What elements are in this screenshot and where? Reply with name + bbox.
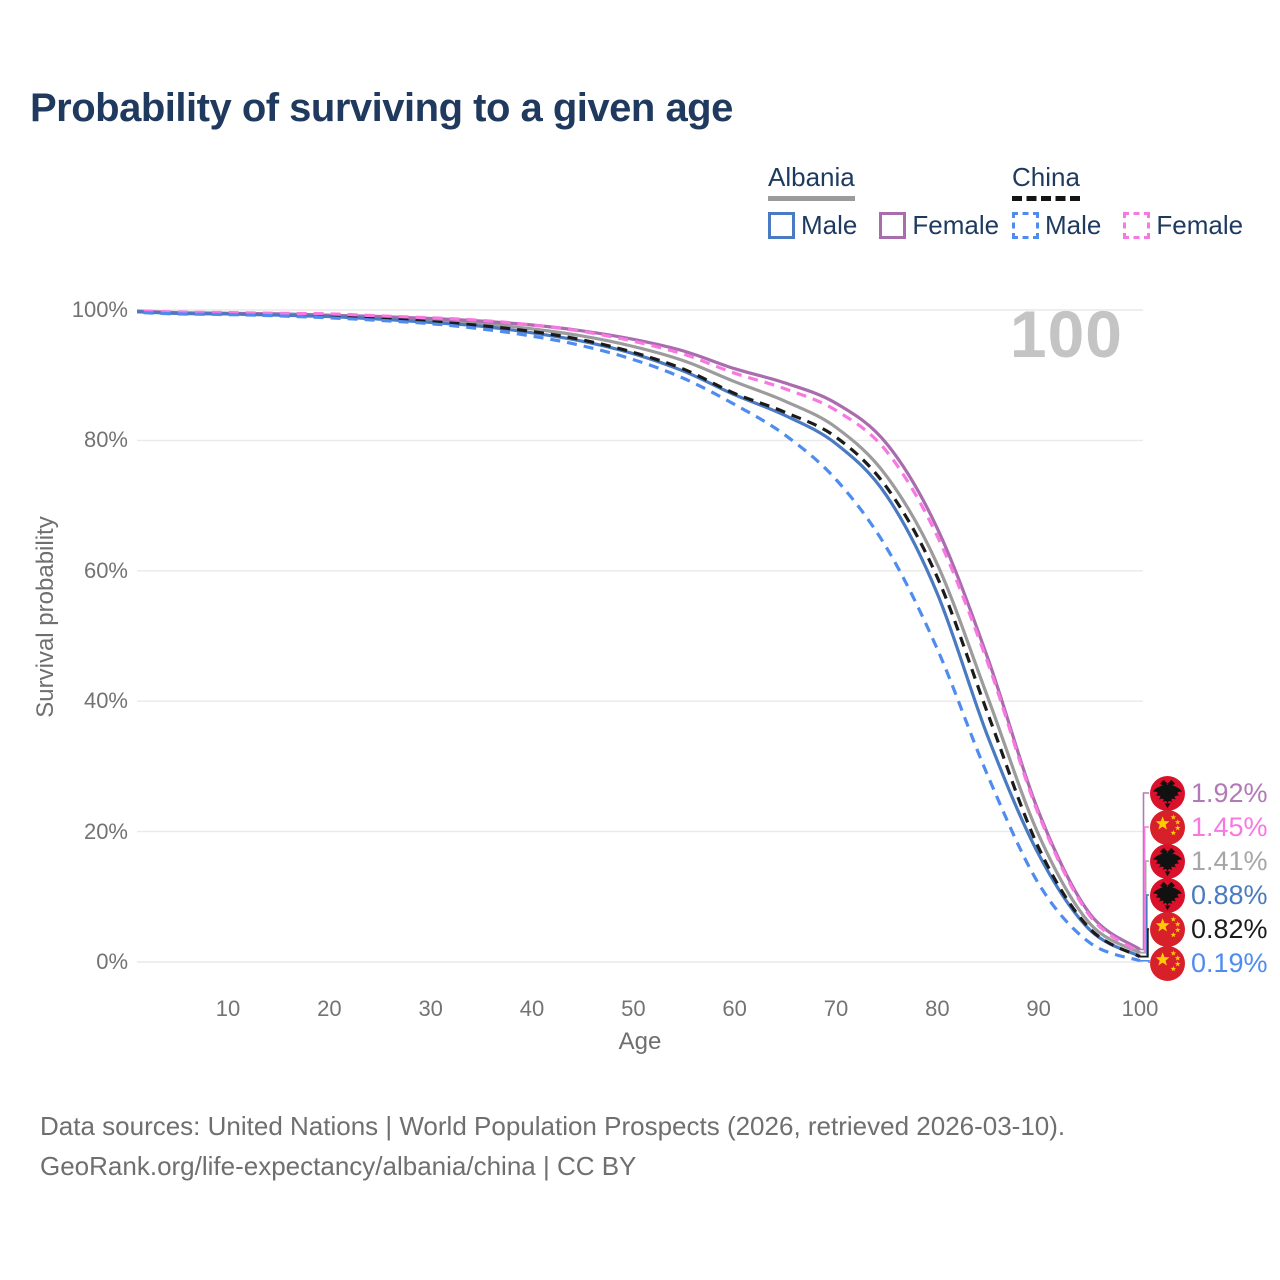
china-flag-icon <box>1150 945 1185 981</box>
end-label-row: 0.19% <box>1150 945 1268 981</box>
end-label-value: 0.88% <box>1191 879 1268 910</box>
x-tick-label: 80 <box>925 996 950 1021</box>
series-lines <box>137 309 1141 963</box>
end-label-value: 1.41% <box>1191 845 1268 876</box>
legend-item-label: Male <box>1045 210 1102 240</box>
legend-item-china-male[interactable]: Male <box>1012 210 1101 241</box>
end-label-connector <box>1140 959 1150 963</box>
chart-title: Probability of surviving to a given age <box>30 86 733 130</box>
china-flag-icon <box>1150 911 1185 947</box>
legend-swatch-icon <box>768 212 795 239</box>
x-tick-label: 20 <box>317 996 342 1021</box>
x-tick-label: 70 <box>823 996 849 1021</box>
end-label-value: 0.82% <box>1191 913 1268 944</box>
y-tick-label: 80% <box>83 427 128 453</box>
end-label-connector <box>1140 928 1149 958</box>
legend-item-label: Female <box>1156 210 1244 240</box>
end-label-row: 1.45% <box>1150 809 1268 845</box>
legend-item-albania-male[interactable]: Male <box>768 210 857 241</box>
footer-attribution: GeoRank.org/life-expectancy/albania/chin… <box>40 1151 637 1181</box>
albania-flag-icon <box>1150 877 1185 913</box>
series-line-albania-male <box>137 310 1141 958</box>
x-tick-label: 40 <box>519 996 545 1021</box>
legend-swatch-icon <box>1123 212 1151 239</box>
series-line-albania-female <box>137 309 1141 951</box>
legend-country-label: Albania <box>768 162 855 201</box>
series-line-china-both-sexes <box>137 310 1141 959</box>
x-tick-label: 10 <box>215 996 241 1021</box>
footer: Data sources: United Nations | World Pop… <box>40 1106 1065 1186</box>
legend-country-label: China <box>1012 162 1080 201</box>
legend-item-label: Male <box>801 210 858 240</box>
series-line-albania-both-sexes <box>137 309 1141 955</box>
end-label-value: 1.92% <box>1191 777 1268 808</box>
x-tick-label: 60 <box>722 996 747 1021</box>
end-label-connector <box>1140 860 1149 954</box>
y-tick-label: 40% <box>83 688 128 714</box>
legend-swatch-icon <box>879 212 907 239</box>
series-line-china-male <box>137 310 1141 963</box>
series-line-china-female <box>137 309 1141 954</box>
x-axis-title: Age <box>618 1028 662 1055</box>
end-label-value: 0.19% <box>1191 947 1268 978</box>
legend-item-albania-female[interactable]: Female <box>879 210 999 241</box>
end-label-row: 0.82% <box>1150 911 1268 947</box>
x-tick-label: 90 <box>1026 996 1051 1021</box>
legend-item-china-female[interactable]: Female <box>1123 210 1243 241</box>
end-label-connectors <box>1140 792 1150 963</box>
legend-swatch-icon <box>1012 212 1039 239</box>
y-tick-label: 100% <box>71 297 128 322</box>
end-label-connector <box>1140 792 1149 951</box>
legend-item-label: Female <box>912 210 1000 240</box>
y-axis-title: Survival probability <box>32 516 59 718</box>
x-tick-label: 100 <box>1121 996 1159 1021</box>
albania-flag-icon <box>1150 775 1185 811</box>
albania-flag-icon <box>1150 843 1185 879</box>
end-label-value: 1.45% <box>1191 811 1268 842</box>
end-label-row: 1.92% <box>1150 775 1268 811</box>
x-tick-label: 30 <box>418 996 443 1021</box>
legend-group-albania: Albania Male Female <box>768 162 999 241</box>
end-label-row: 0.88% <box>1150 877 1268 913</box>
y-tick-label: 20% <box>83 818 128 844</box>
x-tick-label: 50 <box>621 996 646 1021</box>
y-tick-label: 0% <box>96 949 128 974</box>
footer-sources: Data sources: United Nations | World Pop… <box>40 1111 1066 1141</box>
gridlines <box>137 309 1143 963</box>
legend-group-china: China Male Female <box>1012 162 1243 241</box>
y-tick-label: 60% <box>83 557 128 583</box>
china-flag-icon <box>1150 809 1185 845</box>
end-label-row: 1.41% <box>1150 843 1268 879</box>
